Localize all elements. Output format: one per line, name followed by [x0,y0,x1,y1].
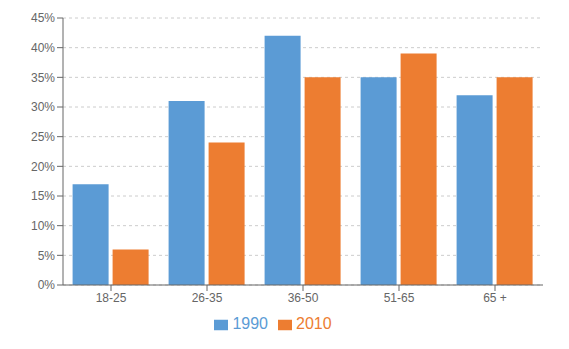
html-text:1990: 1990 [232,315,268,332]
svg-text:30%: 30% [31,100,55,114]
svg-text:25%: 25% [31,130,55,144]
svg-text:51-65: 51-65 [384,291,415,305]
svg-text:35%: 35% [31,71,55,85]
svg-text:18-25: 18-25 [96,291,127,305]
svg-text:65 +: 65 + [483,291,507,305]
svg-text:45%: 45% [31,11,55,25]
svg-text:10%: 10% [31,219,55,233]
svg-text:40%: 40% [31,41,55,55]
svg-text:20%: 20% [31,160,55,174]
svg-text:0%: 0% [38,278,56,292]
svg-text:26-35: 26-35 [192,291,223,305]
svg-text:15%: 15% [31,189,55,203]
html-text:2010: 2010 [296,315,332,332]
svg-text:36-50: 36-50 [288,291,319,305]
svg-text:5%: 5% [38,249,56,263]
